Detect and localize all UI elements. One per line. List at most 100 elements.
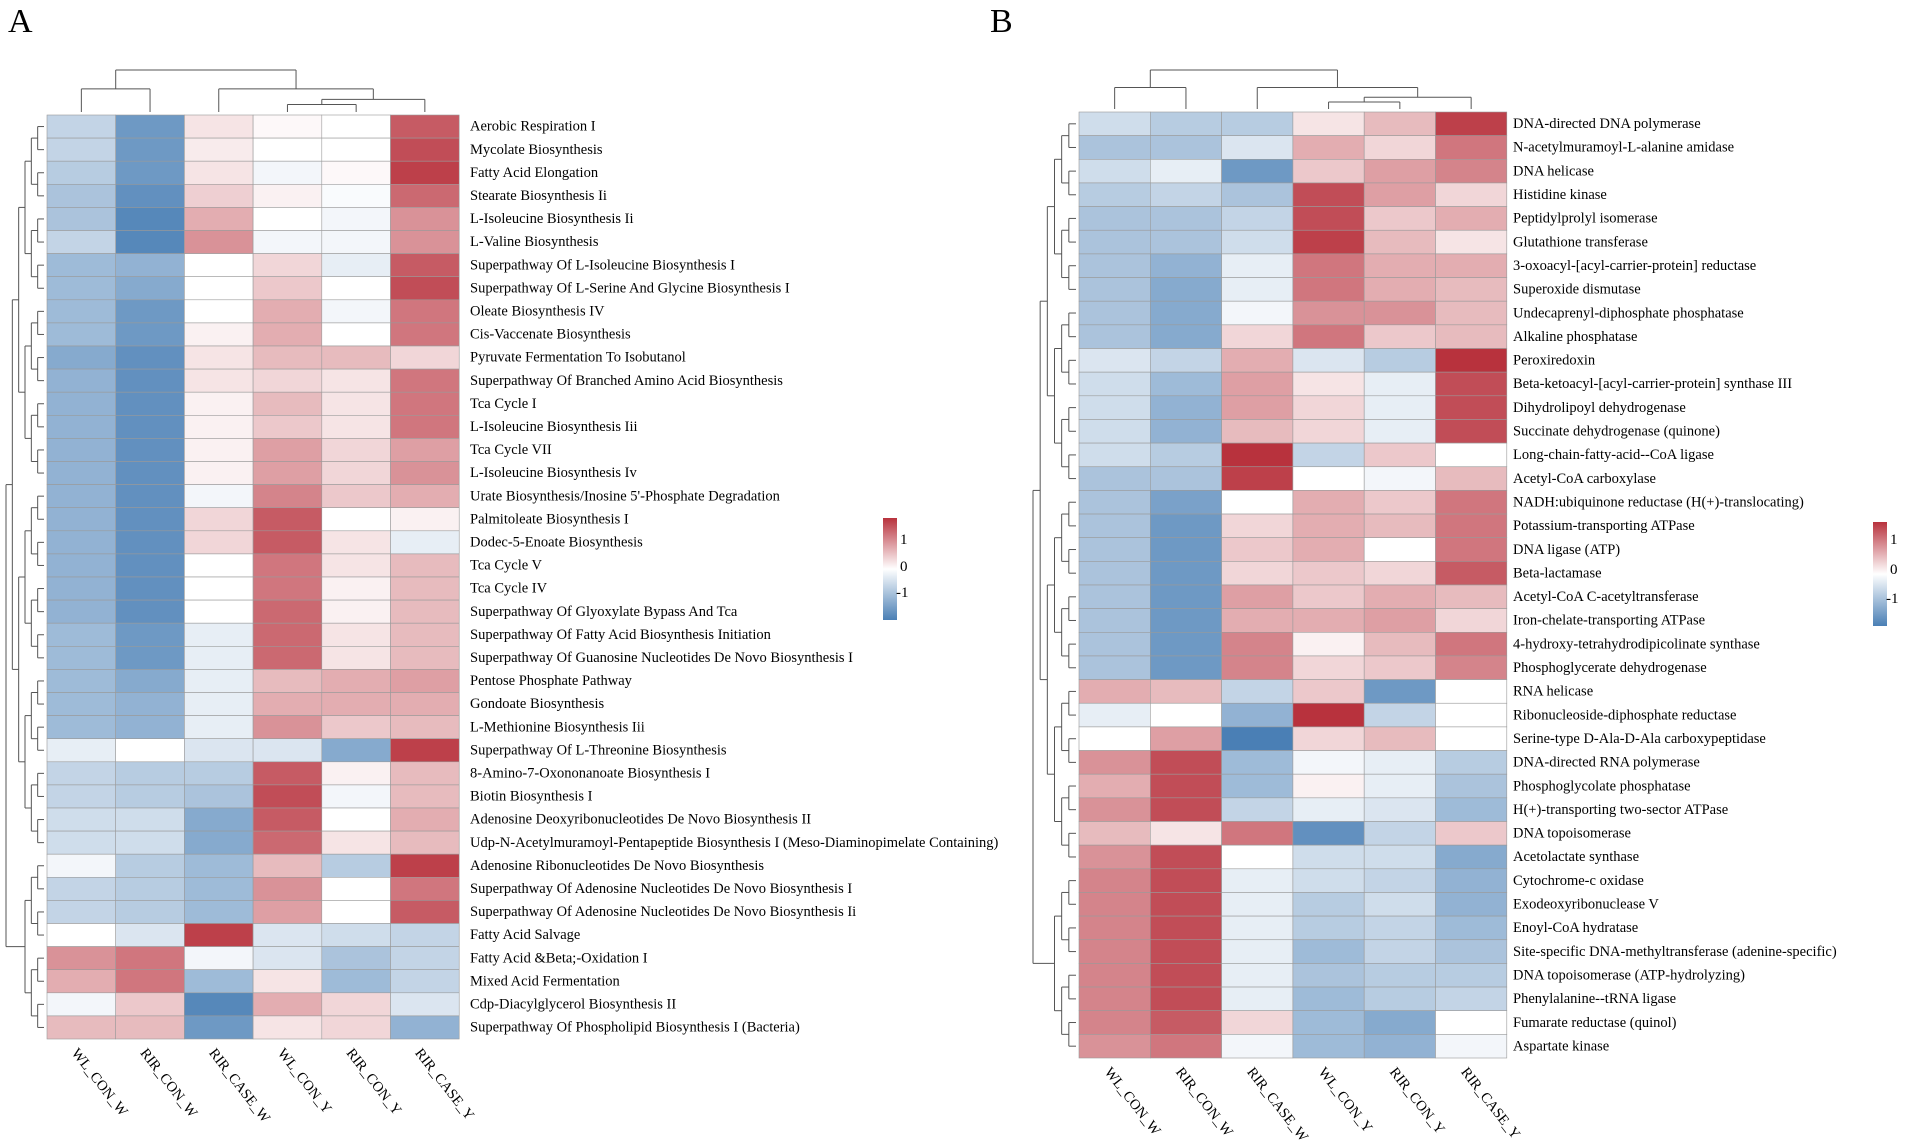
heatmap-cell <box>1150 584 1222 609</box>
legend-tick-low-b: -1 <box>1886 591 1899 607</box>
heatmap-cell <box>1150 773 1222 799</box>
heatmap-cell <box>1363 655 1436 680</box>
heatmap-cell <box>1363 442 1436 468</box>
heatmap-cell <box>1292 584 1365 609</box>
heatmap-cell <box>252 368 323 393</box>
column-label: RIR_CASE_Y <box>411 1046 477 1124</box>
legend-gradient-b <box>1873 522 1887 626</box>
heatmap-cell <box>115 692 185 716</box>
heatmap-cell <box>1221 348 1294 373</box>
heatmap-cell <box>1078 300 1151 326</box>
heatmap-cell <box>390 114 460 139</box>
row-label: DNA topoisomerase <box>1513 826 1631 842</box>
heatmap-cell <box>1150 726 1222 751</box>
heatmap-cell <box>1292 915 1365 941</box>
heatmap-cell <box>1150 111 1222 136</box>
heatmap-cell <box>252 738 323 763</box>
heatmap-cell <box>1078 182 1151 207</box>
heatmap-cell <box>1078 915 1151 941</box>
legend-tick-low-a: -1 <box>896 585 909 601</box>
column-label: RIR_CASE_W <box>1243 1065 1311 1140</box>
heatmap-cell <box>46 368 116 393</box>
row-label: Urate Biosynthesis/Inosine 5'-Phosphate … <box>470 488 781 504</box>
heatmap-cell <box>321 276 391 301</box>
heatmap-cell <box>321 946 391 970</box>
heatmap-cell <box>1363 348 1436 373</box>
heatmap-cell <box>1150 750 1222 775</box>
color-legend-a: 1 0 -1 <box>883 518 909 620</box>
heatmap-cell <box>321 876 391 901</box>
heatmap-cell <box>46 507 116 532</box>
heatmap-cell <box>321 461 391 485</box>
heatmap-cell <box>1078 229 1151 255</box>
heatmap-cell <box>1221 679 1294 704</box>
heatmap-cell <box>115 184 185 208</box>
heatmap-cell <box>1150 986 1222 1011</box>
heatmap-cell <box>115 876 185 901</box>
heatmap-cell <box>46 599 116 624</box>
heatmap-cell <box>1435 821 1508 846</box>
heatmap-cell <box>184 461 254 485</box>
heatmap-cell <box>1435 797 1508 822</box>
heatmap-cell <box>184 276 254 301</box>
heatmap-cell <box>252 992 323 1017</box>
heatmap-cell <box>390 992 460 1017</box>
heatmap-cell <box>1435 537 1508 562</box>
heatmap-cell <box>252 599 323 624</box>
row-label: Mixed Acid Fermentation <box>470 973 621 989</box>
column-label: RIR_CASE_W <box>205 1046 273 1127</box>
row-label: 4-hydroxy-tetrahydrodipicolinate synthas… <box>1513 636 1760 652</box>
heatmap-cell <box>46 530 116 555</box>
heatmap-cell <box>46 207 116 231</box>
row-label: Fatty Acid Salvage <box>470 927 580 943</box>
row-label: H(+)-transporting two-sector ATPase <box>1513 802 1728 818</box>
heatmap-cell <box>1078 702 1151 728</box>
heatmap-cell <box>252 553 323 578</box>
heatmap-cell <box>1221 655 1294 680</box>
column-label: RIR_CASE_Y <box>1457 1065 1523 1140</box>
heatmap-cell <box>184 830 254 855</box>
heatmap-cell <box>390 645 460 670</box>
heatmap-cell <box>1221 371 1294 397</box>
heatmap-cell <box>1150 300 1222 326</box>
heatmap-cell <box>1221 939 1294 964</box>
heatmap-cell <box>321 391 391 416</box>
heatmap-cell <box>184 345 254 370</box>
heatmap-cell <box>1292 348 1365 373</box>
heatmap-cell <box>1363 892 1436 917</box>
heatmap-cell <box>252 461 323 485</box>
heatmap-cell <box>1150 229 1222 255</box>
heatmap-cell <box>1150 537 1222 562</box>
heatmap-cell <box>1435 277 1508 302</box>
heatmap-cell <box>115 530 185 555</box>
row-label: Long-chain-fatty-acid--CoA ligase <box>1513 447 1714 463</box>
row-label: Superpathway Of Fatty Acid Biosynthesis … <box>470 627 772 643</box>
heatmap-cell <box>115 576 185 601</box>
heatmap-cell <box>390 184 460 208</box>
heatmap-cell <box>1292 702 1365 728</box>
heatmap-cell <box>1150 868 1222 893</box>
row-label: Phenylalanine--tRNA ligase <box>1513 991 1676 1007</box>
row-label: DNA topoisomerase (ATP-hydrolyzing) <box>1513 967 1745 983</box>
heatmap-cell <box>390 669 460 693</box>
heatmap-cell <box>115 391 185 416</box>
heatmap-cell <box>1292 726 1365 751</box>
row-label: L-Isoleucine Biosynthesis Iii <box>470 419 638 435</box>
heatmap-cell <box>390 276 460 301</box>
row-label: Superpathway Of Adenosine Nucleotides De… <box>470 904 856 920</box>
heatmap-cell <box>321 484 391 509</box>
heatmap-cell <box>46 900 116 924</box>
column-label: RIR_CON_W <box>1172 1065 1236 1140</box>
heatmap-cell <box>1221 300 1294 326</box>
heatmap-cell <box>1150 797 1222 822</box>
heatmap-cell <box>252 253 323 278</box>
heatmap-cell <box>1292 963 1365 988</box>
heatmap-cell <box>1435 348 1508 373</box>
row-label: Adenosine Deoxyribonucleotides De Novo B… <box>470 812 811 828</box>
heatmap-cell <box>1078 939 1151 964</box>
heatmap-cell <box>1078 253 1151 278</box>
heatmap-cell <box>321 322 391 347</box>
heatmap-cell <box>321 853 391 878</box>
heatmap-cell <box>115 853 185 878</box>
